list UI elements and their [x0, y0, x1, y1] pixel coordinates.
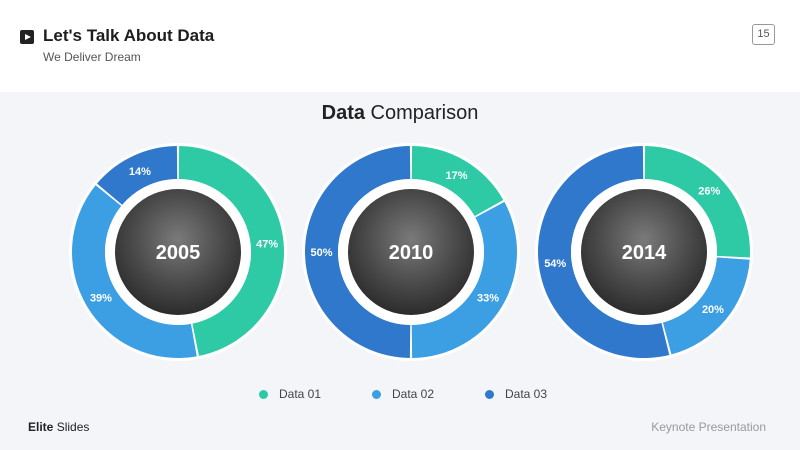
section-title-bold: Data	[321, 102, 365, 124]
footer-brand-bold: Elite	[28, 420, 54, 434]
data-label: 20%	[702, 304, 724, 316]
legend-swatch	[485, 390, 494, 399]
play-icon	[20, 30, 34, 44]
photo-placeholder	[348, 189, 474, 315]
donut-segment	[178, 146, 285, 356]
data-label: 26%	[698, 186, 720, 198]
donut-chart: 47% 39% 14% 2005	[69, 143, 287, 361]
legend-swatch	[259, 390, 268, 399]
page-number: 15	[752, 24, 775, 45]
donut-segment	[71, 185, 197, 358]
legend-label: Data 01	[279, 387, 322, 401]
year-label: 2014	[622, 242, 667, 264]
photo-placeholder	[581, 189, 707, 315]
donut-segment	[662, 257, 750, 355]
legend: Data 01 Data 02 Data 03	[0, 387, 800, 403]
data-label: 50%	[310, 247, 332, 259]
year-label: 2010	[389, 242, 434, 264]
data-label: 47%	[256, 239, 278, 251]
footer-brand: Elite Slides	[28, 420, 89, 434]
donut-chart: 17% 33% 50% 2010	[302, 143, 520, 361]
data-label: 39%	[90, 293, 112, 305]
legend-label: Data 03	[505, 387, 548, 401]
data-label: 17%	[446, 170, 468, 182]
donut-segment	[538, 146, 670, 359]
donut-chart: 26% 20% 54% 2014	[535, 143, 753, 361]
slide-title: Let's Talk About Data	[43, 26, 215, 45]
data-label: 54%	[544, 258, 566, 270]
footer-brand-rest: Slides	[56, 420, 90, 434]
donut-segment	[411, 201, 517, 358]
data-label: 33%	[477, 293, 499, 305]
section-title: Data Comparison	[0, 102, 800, 125]
slide-subtitle: We Deliver Dream	[43, 50, 141, 64]
legend-item: Data 03	[485, 387, 547, 401]
slide-header: Let's Talk About Data We Deliver Dream 1…	[0, 0, 800, 92]
photo-placeholder	[115, 189, 241, 315]
donut-segment	[411, 146, 504, 217]
legend-swatch	[372, 390, 381, 399]
data-label: 14%	[129, 166, 151, 178]
legend-item: Data 01	[259, 387, 321, 401]
section-title-rest: Comparison	[370, 102, 479, 124]
year-label: 2005	[156, 242, 201, 264]
legend-item: Data 02	[372, 387, 434, 401]
donut-segment	[304, 146, 411, 358]
legend-label: Data 02	[392, 387, 435, 401]
footer-right-text: Keynote Presentation	[651, 420, 766, 434]
donut-segment	[644, 146, 750, 258]
donut-segment	[97, 146, 178, 205]
